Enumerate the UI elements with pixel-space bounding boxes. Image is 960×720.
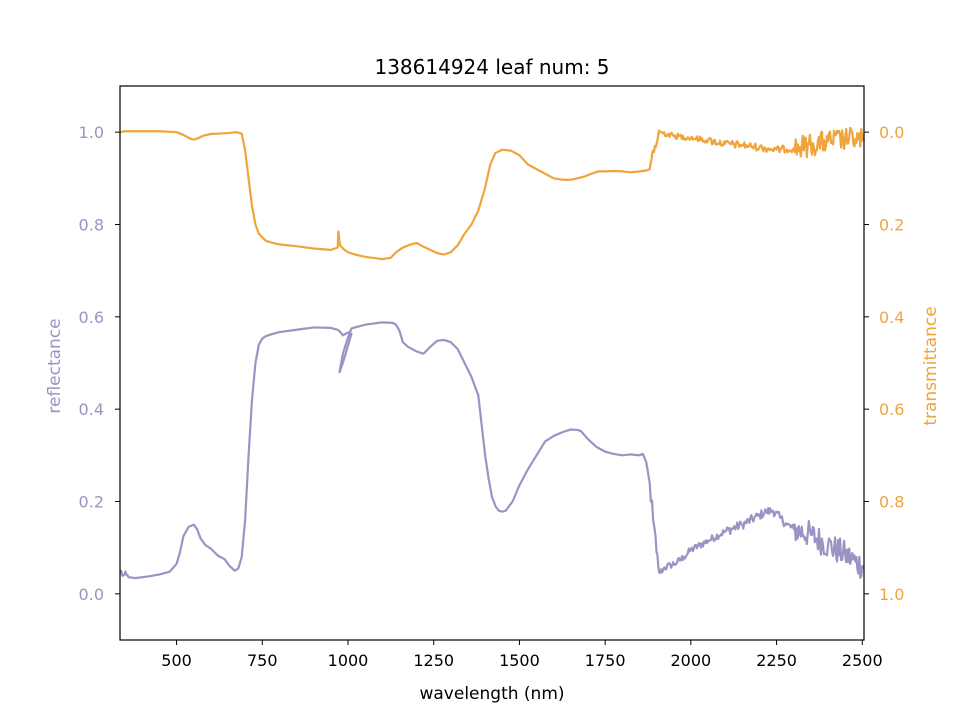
x-tick-label: 1750	[585, 651, 626, 670]
left-tick-label: 0.6	[79, 308, 104, 327]
x-tick-label: 2250	[756, 651, 797, 670]
left-axis-title: reflectance	[45, 318, 65, 413]
left-tick-label: 0.2	[79, 493, 104, 512]
left-tick-label: 0.4	[79, 400, 104, 419]
right-axis-title: transmittance	[921, 306, 941, 425]
right-tick-label: 0.2	[879, 216, 904, 235]
right-tick-label: 0.4	[879, 308, 904, 327]
right-tick-label: 0.0	[879, 123, 904, 142]
left-tick-label: 1.0	[79, 123, 104, 142]
left-y-axis: 0.0 0.2 0.4 0.6 0.8 1.0	[79, 123, 120, 604]
chart-title: 138614924 leaf num: 5	[374, 55, 609, 79]
reflectance-series-line	[119, 321, 865, 580]
x-tick-label: 2000	[670, 651, 711, 670]
left-tick-label: 0.8	[79, 216, 104, 235]
right-tick-label: 0.8	[879, 493, 904, 512]
right-y-axis: 0.0 0.2 0.4 0.6 0.8 1.0	[864, 123, 904, 604]
plot-frame	[119, 85, 865, 641]
x-tick-label: 500	[161, 651, 192, 670]
left-tick-label: 0.0	[79, 585, 104, 604]
x-tick-label: 2500	[842, 651, 883, 670]
right-tick-label: 1.0	[879, 585, 904, 604]
transmittance-series-line	[119, 126, 866, 261]
plot-marks	[119, 126, 866, 580]
x-axis: 500 750 1000 1250 1500 1750 2000 2250 2500	[161, 640, 883, 670]
x-tick-label: 1000	[328, 651, 369, 670]
right-tick-label: 0.6	[879, 400, 904, 419]
x-tick-label: 1500	[499, 651, 540, 670]
x-tick-label: 1250	[413, 651, 454, 670]
x-axis-title: wavelength (nm)	[419, 684, 564, 704]
x-tick-label: 750	[247, 651, 278, 670]
